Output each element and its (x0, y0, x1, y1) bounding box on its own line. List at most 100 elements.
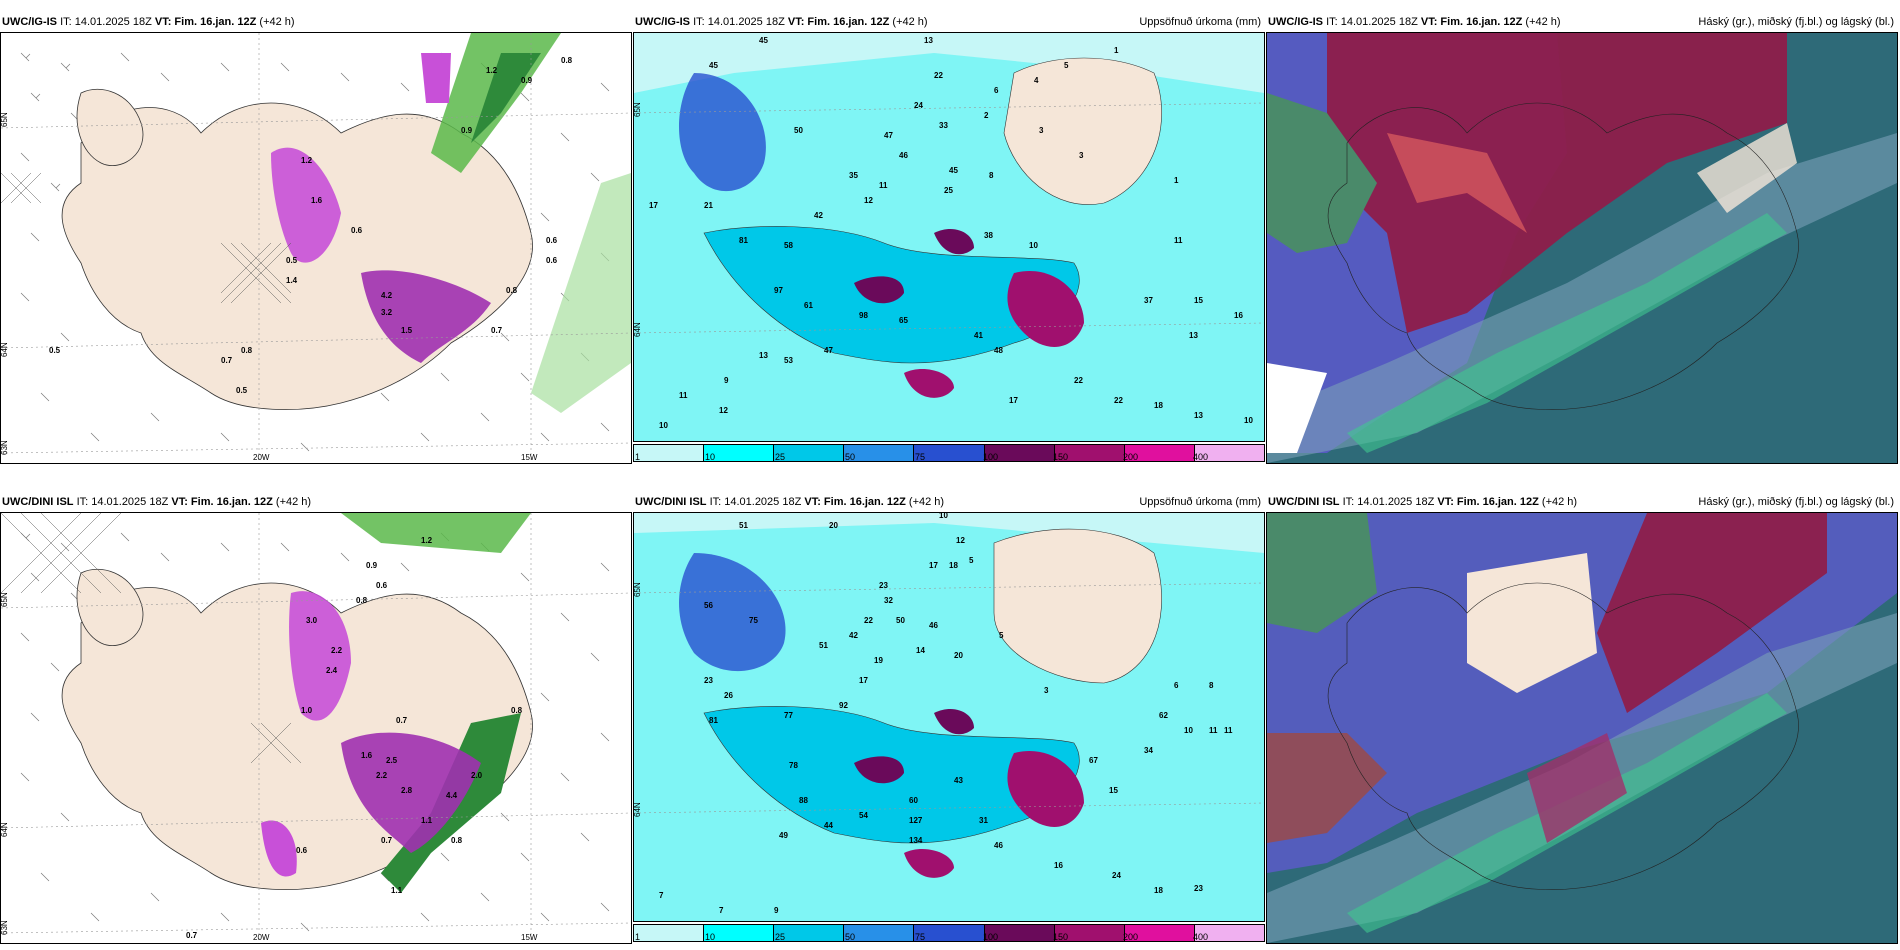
wind-map[interactable]: 1.2 0.9 0.6 0.8 3.0 2.2 2.4 1.0 0.7 2.5 … (0, 512, 632, 944)
value-label: 10 (1244, 416, 1253, 425)
value-label: 32 (884, 596, 893, 605)
cloud-panel-row1: UWC/IG-IS IT: 14.01.2025 18Z VT: Fim. 16… (1266, 12, 1898, 464)
lat-tick: 65N (634, 582, 642, 597)
value-label: 31 (979, 816, 988, 825)
value-label: 127 (909, 816, 923, 825)
value-label: 53 (784, 356, 793, 365)
light-area (634, 513, 1264, 553)
colorbar-label: 150 (1053, 452, 1069, 462)
panel-header: UWC/IG-IS IT: 14.01.2025 18Z VT: Fim. 16… (633, 12, 1265, 32)
value-label: 23 (1194, 884, 1203, 893)
cloud-map[interactable] (1266, 32, 1898, 464)
colorbar-label: 25 (775, 452, 786, 462)
lon-tick: 20W (253, 453, 270, 462)
green-band (1347, 213, 1787, 453)
value-labels: 1.2 0.9 0.6 0.8 3.0 2.2 2.4 1.0 0.7 2.5 … (186, 536, 523, 940)
value-label: 14 (916, 646, 925, 655)
lead-time: (+42 h) (259, 16, 295, 28)
coastline (1327, 102, 1799, 410)
lat-tick: 64N (634, 802, 642, 817)
value-label: 8 (1209, 681, 1214, 690)
value-label: 17 (859, 676, 868, 685)
panel-title: Uppsöfnuð úrkoma (mm) (1139, 496, 1261, 508)
value-label: 2 (984, 111, 989, 120)
precip-south-mag (341, 732, 481, 853)
value-label: 0.5 (236, 386, 248, 395)
value-label: 4.2 (381, 291, 393, 300)
lat-tick: 64N (1, 822, 9, 837)
init-time: IT: 14.01.2025 18Z (1342, 496, 1435, 508)
precip-max-west (854, 276, 904, 304)
colorbar-label: 50 (845, 452, 856, 462)
value-label: 3 (1039, 126, 1044, 135)
value-label: 62 (1159, 711, 1168, 720)
value-label: 10 (939, 513, 948, 520)
value-label: 1.5 (401, 326, 413, 335)
value-label: 1.0 (301, 706, 313, 715)
value-label: 2.0 (471, 771, 483, 780)
colorbar-label: 200 (1123, 452, 1139, 462)
lead-time: (+42 h) (908, 496, 945, 508)
valid-time: VT: Fim. 16.jan. 12Z (1437, 496, 1539, 508)
value-label: 92 (839, 701, 848, 710)
value-label: 3 (1044, 686, 1049, 695)
valid-time: VT: Fim. 16.jan. 12Z (154, 16, 257, 28)
high-cloud-southwest (1267, 733, 1387, 843)
colorbar-swatch (984, 925, 1055, 941)
value-label: 42 (849, 631, 858, 640)
low-cloud-green (1267, 513, 1377, 633)
colorbar-label: 50 (845, 932, 856, 942)
lat-tick: 65N (1, 592, 9, 607)
value-label: 13 (1189, 331, 1198, 340)
value-label: 0.8 (511, 706, 523, 715)
precip-max-center (934, 708, 974, 735)
value-label: 11 (1174, 236, 1183, 245)
value-label: 78 (789, 761, 798, 770)
precip-map[interactable]: 45 45 13 22 50 24 33 47 35 46 45 6 2 4 5… (633, 32, 1265, 442)
value-label: 13 (1194, 411, 1203, 420)
value-label: 23 (704, 676, 713, 685)
value-label: 20 (954, 651, 963, 660)
value-label: 33 (939, 121, 948, 130)
colorbar-label: 100 (983, 452, 999, 462)
model-name: UWC/DINI ISL (1268, 496, 1340, 508)
value-label: 43 (954, 776, 963, 785)
valid-time: VT: Fim. 16.jan. 12Z (804, 496, 906, 508)
value-label: 12 (719, 406, 728, 415)
value-label: 13 (924, 36, 933, 45)
value-label: 0.9 (366, 561, 378, 570)
light-area (634, 33, 1264, 93)
init-time: IT: 14.01.2025 18Z (60, 16, 152, 28)
value-label: 44 (824, 821, 833, 830)
value-label: 15 (1109, 786, 1118, 795)
value-label: 5 (999, 631, 1004, 640)
valid-time: VT: Fim. 16.jan. 12Z (171, 496, 273, 508)
lat-tick: 63N (1, 440, 9, 455)
clear-patch (1697, 123, 1797, 213)
dry-land-area (993, 528, 1162, 684)
precip-panel-row2: UWC/DINI ISL IT: 14.01.2025 18Z VT: Fim.… (633, 492, 1265, 944)
precip-west-mag (289, 591, 351, 721)
value-label: 47 (824, 346, 833, 355)
lat-tick: 64N (1, 342, 9, 357)
value-label: 0.8 (241, 346, 253, 355)
gridlines (634, 582, 1264, 814)
westfjords-land (76, 569, 144, 646)
value-label: 45 (709, 61, 718, 70)
panel-header: UWC/IG-IS IT: 14.01.2025 18Z VT: Fim. 16… (1266, 12, 1898, 32)
value-label: 18 (949, 561, 958, 570)
value-label: 21 (704, 201, 713, 210)
precip-map[interactable]: 51 20 10 12 17 18 5 23 32 22 50 46 14 20… (633, 512, 1265, 922)
precip-max-southeast (1007, 271, 1084, 347)
value-label: 16 (1234, 311, 1243, 320)
colorbar-swatch (844, 925, 915, 941)
colorbar-label: 25 (775, 932, 786, 942)
wind-map[interactable]: 0.5 1.2 1.6 0.6 1.4 4.2 3.2 1.5 0.7 0.8 … (0, 32, 632, 464)
value-label: 0.9 (521, 76, 533, 85)
lead-time: (+42 h) (892, 16, 928, 28)
cloud-map[interactable] (1266, 512, 1898, 944)
value-label: 7 (719, 906, 724, 915)
value-label: 1.2 (301, 156, 313, 165)
precip-westfjords (679, 73, 766, 192)
value-label: 77 (784, 711, 793, 720)
